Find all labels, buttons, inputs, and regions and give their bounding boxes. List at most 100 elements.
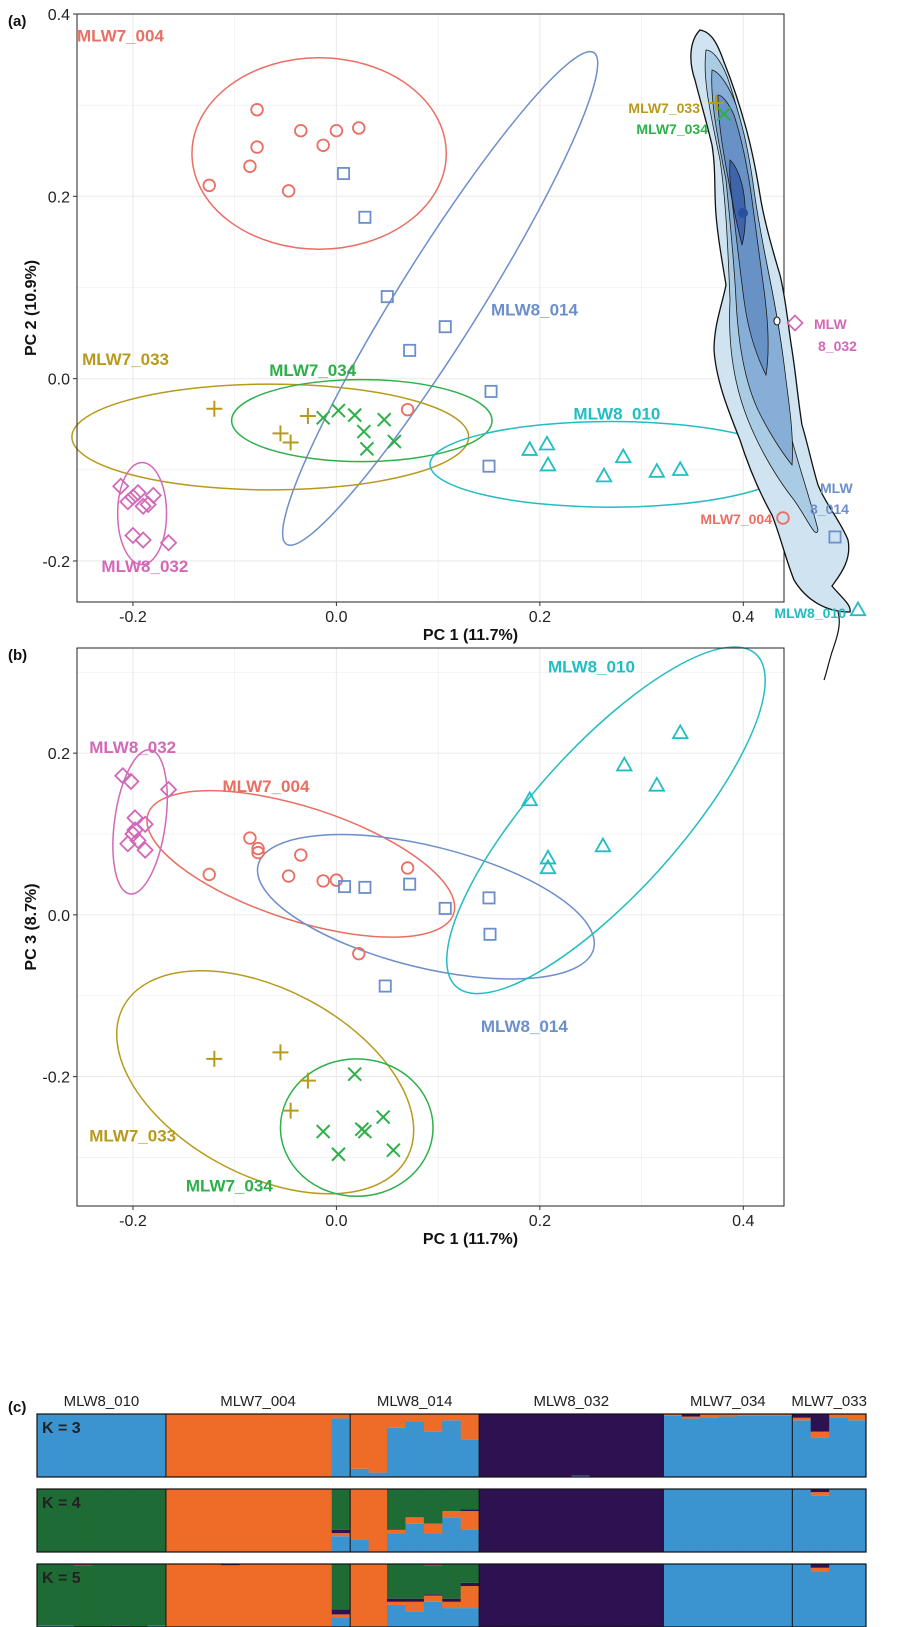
map-label-mlw7-033: MLW7_033 (628, 100, 700, 116)
bar-segment (626, 1564, 646, 1627)
bar-segment (313, 1489, 333, 1552)
bar-segment (479, 1414, 499, 1477)
ellipse-mlw7-033 (115, 970, 415, 1195)
point-mlw8-010 (615, 755, 634, 772)
bar-segment (350, 1414, 370, 1469)
bar-segment (700, 1564, 720, 1627)
map-label-8-032: 8_032 (818, 338, 857, 354)
bar-segment (405, 1564, 425, 1599)
bar-segment (460, 1586, 480, 1609)
point-mlw8-032 (159, 780, 178, 799)
grid (77, 13, 784, 602)
bar-segment (479, 1489, 499, 1552)
series-mlw7-034 (315, 1066, 401, 1162)
point-mlw7-034 (315, 1124, 331, 1139)
group-label-mlw8-010: MLW8_010 (64, 1393, 140, 1410)
bar-segment (92, 1489, 112, 1552)
series-mlw7-033 (206, 400, 316, 451)
ellipse-mlw7-034 (279, 1058, 434, 1198)
point-mlw7-004 (316, 138, 330, 152)
bar-segment (847, 1489, 867, 1552)
point-mlw7-033 (272, 425, 289, 442)
label-mlw7-033: MLW7_033 (89, 1126, 176, 1145)
bar-segment (460, 1529, 480, 1552)
bar-segment (423, 1414, 443, 1432)
bar-segment (129, 1414, 149, 1477)
point-mlw7-034 (331, 403, 346, 418)
bar-segment (755, 1415, 775, 1477)
bar-segment (37, 1625, 56, 1627)
bar-segment (718, 1414, 738, 1417)
bar-segment (681, 1414, 701, 1417)
bar-segment (810, 1489, 830, 1493)
point-mlw8-032 (124, 526, 142, 545)
ellipse-mlw8-032 (116, 461, 168, 566)
bar-segment (387, 1529, 406, 1534)
ellipse-mlw8-014 (256, 833, 596, 980)
bar-segment (423, 1533, 443, 1552)
map-label-8-014: 8_014 (810, 501, 849, 517)
bar-segment (755, 1414, 775, 1416)
x-tick-label: 0.2 (529, 1213, 551, 1230)
bar-segment (460, 1414, 480, 1440)
bar-segment (129, 1489, 149, 1552)
bar-segment (442, 1420, 462, 1477)
label-mlw7-034: MLW7_034 (186, 1176, 273, 1195)
structure-frame (36, 1413, 867, 1478)
bar-segment (368, 1489, 388, 1552)
point-mlw8-014 (358, 210, 372, 224)
point-mlw7-004 (352, 121, 366, 135)
point-mlw8-032 (159, 533, 178, 552)
bar-segment (497, 1414, 517, 1477)
bar-segment (405, 1414, 425, 1422)
y-tick-label: 0.0 (48, 372, 70, 389)
bar-segment (405, 1611, 425, 1627)
panel-a: (a) MLW7_004 MLW8_014 MLW7_033 MLW7_034 MLW8… (8, 7, 793, 644)
x-tick-label: -0.2 (119, 609, 147, 626)
structure-k-4: K = 4 (36, 1488, 867, 1553)
bar-segment (442, 1564, 462, 1599)
bar-segment (534, 1414, 554, 1477)
point-mlw7-033 (299, 408, 316, 425)
site-marker-mlw7-033 (708, 95, 724, 111)
bar-segment (221, 1564, 241, 1566)
bar-segment (331, 1414, 351, 1419)
bar-segment (73, 1414, 93, 1477)
bar-segment (37, 1489, 56, 1552)
point-mlw7-004 (251, 845, 265, 860)
structure-k-3: K = 3 (36, 1413, 867, 1478)
site-marker-mlw8-032 (786, 314, 804, 332)
point-mlw8-032 (122, 772, 140, 791)
bar-segment (626, 1489, 646, 1552)
point-mlw8-032 (119, 834, 137, 853)
point-mlw8-010 (595, 466, 613, 483)
point-mlw7-034 (386, 1142, 401, 1158)
label-mlw8-010: MLW8_010 (573, 405, 660, 424)
bar-segment (110, 1414, 130, 1477)
bar-segment (331, 1533, 351, 1537)
bar-segment (571, 1414, 591, 1476)
bar-segment (829, 1489, 849, 1552)
point-mlw8-014 (338, 880, 352, 894)
point-mlw8-014 (438, 901, 452, 915)
map-label-mlw: MLW (814, 316, 847, 332)
bar-segment (663, 1415, 683, 1477)
point-mlw7-004 (294, 848, 308, 862)
bar-segment (55, 1489, 75, 1552)
bar-segment (737, 1415, 756, 1477)
bar-segment (792, 1417, 812, 1421)
label-mlw7-033: MLW7_033 (82, 350, 169, 369)
bar-segment (442, 1511, 462, 1518)
bar-segment (773, 1414, 793, 1416)
bar-segment (718, 1416, 738, 1477)
bar-segment (460, 1582, 480, 1587)
y-axis-title: PC 3 (8.7%) (23, 883, 40, 970)
point-mlw7-034 (347, 407, 362, 423)
bar-segment (423, 1601, 443, 1627)
point-mlw8-014 (482, 891, 496, 905)
point-mlw8-010 (520, 440, 539, 456)
bar-segment (663, 1414, 683, 1416)
bar-segment (515, 1564, 535, 1627)
bar-segment (405, 1598, 425, 1602)
bar-segment (810, 1571, 830, 1627)
